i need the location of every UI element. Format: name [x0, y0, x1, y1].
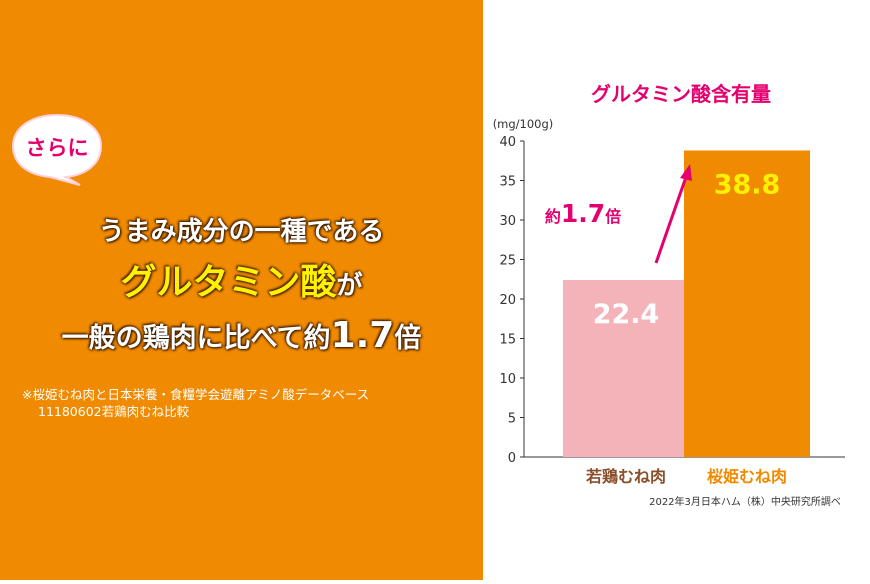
comparison-number: 1.7: [330, 315, 395, 356]
bar-chart: グルタミン酸含有量 (mg/100g) 0 5 10 15 20 25 30 35 40 22.…: [493, 82, 845, 508]
bubble-label: さらに: [25, 136, 89, 160]
footnote-line-1: ※桜姫むね肉と日本栄養・食糧学会遊離アミノ酸データベース: [22, 387, 370, 402]
bar-value-label: 22.4: [593, 299, 660, 330]
comparison-suffix: 倍: [394, 323, 422, 354]
y-axis-ticks: 0 5 10 15 20 25 30 35 40: [499, 135, 524, 466]
y-tick-label: 25: [499, 254, 516, 269]
growth-arrow-line: [654, 176, 688, 264]
bar: [563, 280, 689, 457]
growth-arrow-icon: [680, 164, 692, 181]
headline-particle: が: [336, 271, 363, 301]
y-tick-label: 0: [508, 451, 516, 466]
speech-bubble-icon: [11, 113, 103, 186]
growth-annotation: 約1.7倍: [545, 164, 692, 264]
growth-number: 1.7: [561, 199, 605, 228]
category-label: 若鶏むね肉: [585, 467, 666, 486]
growth-prefix: 約: [545, 207, 561, 226]
bar-value-label: 38.8: [714, 169, 781, 200]
y-tick-label: 15: [499, 333, 516, 348]
footnote: ※桜姫むね肉と日本栄養・食糧学会遊離アミノ酸データベース 11180602若鶏肉…: [22, 386, 369, 420]
glutamic-acid-label: グルタミン酸: [120, 262, 337, 303]
headline-line-1: うまみ成分の一種である: [98, 217, 385, 247]
headline-line-2: グルタミン酸が: [0, 253, 483, 305]
comparison-prefix: 一般の鶏肉に比べて約: [61, 323, 331, 354]
growth-suffix: 倍: [605, 207, 621, 226]
bar: [684, 150, 810, 458]
y-tick-label: 35: [499, 175, 516, 190]
y-tick-label: 40: [499, 135, 516, 150]
chart-source: 2022年3月日本ハム（株）中央研究所調べ: [649, 495, 841, 508]
chart-panel: グルタミン酸含有量 (mg/100g) 0 5 10 15 20 25 30 35 40 22.…: [483, 0, 870, 580]
footnote-line-2: 11180602若鶏肉むね比較: [38, 404, 190, 419]
y-axis-unit-label: (mg/100g): [493, 117, 554, 131]
left-panel: さらに うまみ成分の一種である グルタミン酸が 一般の鶏肉に比べて約1.7倍 ※…: [0, 0, 483, 580]
chart-title: グルタミン酸含有量: [591, 82, 771, 106]
y-tick-label: 30: [499, 214, 516, 229]
y-tick-label: 5: [508, 412, 516, 427]
bars: 22.4 若鶏むね肉 38.8 桜姫むね肉: [563, 150, 810, 486]
headline-line-3: 一般の鶏肉に比べて約1.7倍: [0, 315, 483, 356]
y-tick-label: 20: [499, 293, 516, 308]
growth-label: 約1.7倍: [545, 199, 621, 228]
category-label: 桜姫むね肉: [707, 467, 787, 486]
y-tick-label: 10: [499, 372, 516, 387]
